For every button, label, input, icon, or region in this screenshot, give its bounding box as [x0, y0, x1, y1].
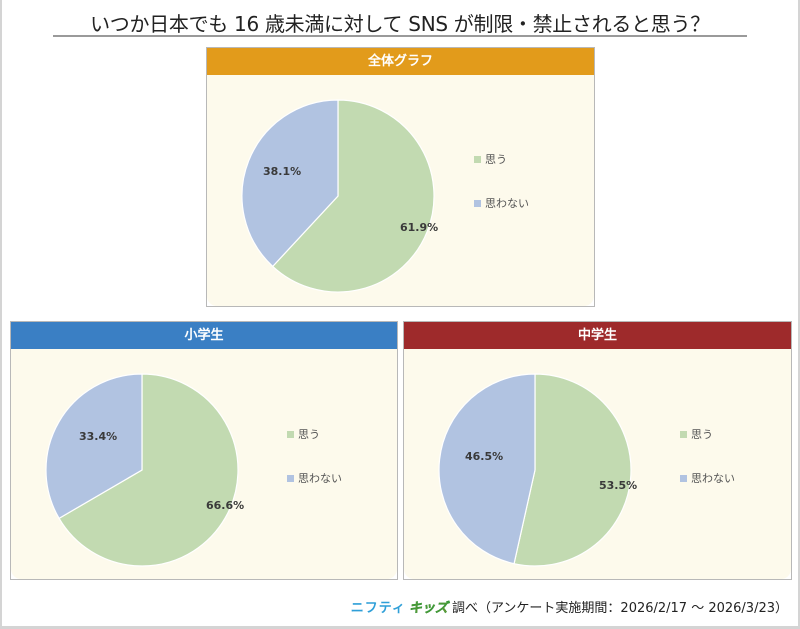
- pie-chart-junior-high: 53.5% 46.5%: [438, 373, 637, 567]
- legend-junior-high: 思う 思わない: [680, 427, 735, 515]
- legend-elementary: 思う 思わない: [287, 427, 342, 515]
- pie-label-yes: 66.6%: [206, 499, 244, 512]
- pie-chart-elementary: 66.6% 33.4%: [45, 373, 244, 567]
- pie-label-no: 46.5%: [465, 450, 503, 463]
- panel-elementary: 小学生 66.6% 33.4% 思う 思わない: [10, 321, 398, 580]
- pie-label-no: 38.1%: [263, 165, 301, 178]
- pie-label-yes: 53.5%: [599, 479, 637, 492]
- legend-overall: 思う 思わない: [474, 152, 529, 240]
- pie-label-yes: 61.9%: [400, 221, 438, 234]
- legend-item-yes: 思う: [474, 152, 529, 166]
- panel-overall: 全体グラフ 61.9% 38.1% 思う 思わない: [206, 47, 595, 307]
- panel-header-junior-high: 中学生: [404, 322, 791, 349]
- legend-label-no: 思わない: [298, 472, 342, 485]
- brand-logo-kids: キッズ: [408, 601, 448, 616]
- legend-item-yes: 思う: [680, 427, 735, 441]
- legend-label-yes: 思う: [298, 428, 320, 441]
- legend-swatch-no-icon: [287, 474, 294, 482]
- legend-label-yes: 思う: [691, 428, 713, 441]
- pie-slice-no: [45, 373, 143, 520]
- survey-period-text: 調べ（アンケート実施期間：2026/2/17 ～ 2026/3/23）: [451, 601, 788, 616]
- legend-swatch-yes-icon: [680, 430, 687, 438]
- legend-label-no: 思わない: [691, 472, 735, 485]
- pie-slice-yes: [58, 373, 239, 567]
- pie-chart-overall: 61.9% 38.1%: [241, 99, 438, 293]
- legend-label-yes: 思う: [485, 153, 507, 166]
- legend-item-yes: 思う: [287, 427, 342, 441]
- legend-swatch-no-icon: [680, 474, 687, 482]
- legend-label-no: 思わない: [485, 197, 529, 210]
- legend-swatch-yes-icon: [474, 155, 481, 163]
- pie-slice-no: [241, 99, 339, 268]
- title-divider: [53, 35, 747, 37]
- legend-item-no: 思わない: [680, 471, 735, 485]
- pie-slice-yes: [513, 373, 632, 567]
- page-title: いつか日本でも 16 歳未満に対して SNS が制限・禁止されると思う？: [90, 12, 710, 36]
- legend-swatch-no-icon: [474, 199, 481, 207]
- pie-slice-yes: [271, 99, 435, 293]
- legend-item-no: 思わない: [287, 471, 342, 485]
- panel-header-overall: 全体グラフ: [207, 48, 594, 75]
- pie-label-no: 33.4%: [79, 430, 117, 443]
- pie-slice-no: [438, 373, 536, 565]
- brand-logo-nifty: ニフティ: [350, 601, 406, 616]
- panel-junior-high: 中学生 53.5% 46.5% 思う 思わない: [403, 321, 792, 580]
- source-credit: ニフティ キッズ 調べ（アンケート実施期間：2026/2/17 ～ 2026/3/2…: [351, 597, 788, 616]
- panel-header-elementary: 小学生: [11, 322, 397, 349]
- legend-item-no: 思わない: [474, 196, 529, 210]
- legend-swatch-yes-icon: [287, 430, 294, 438]
